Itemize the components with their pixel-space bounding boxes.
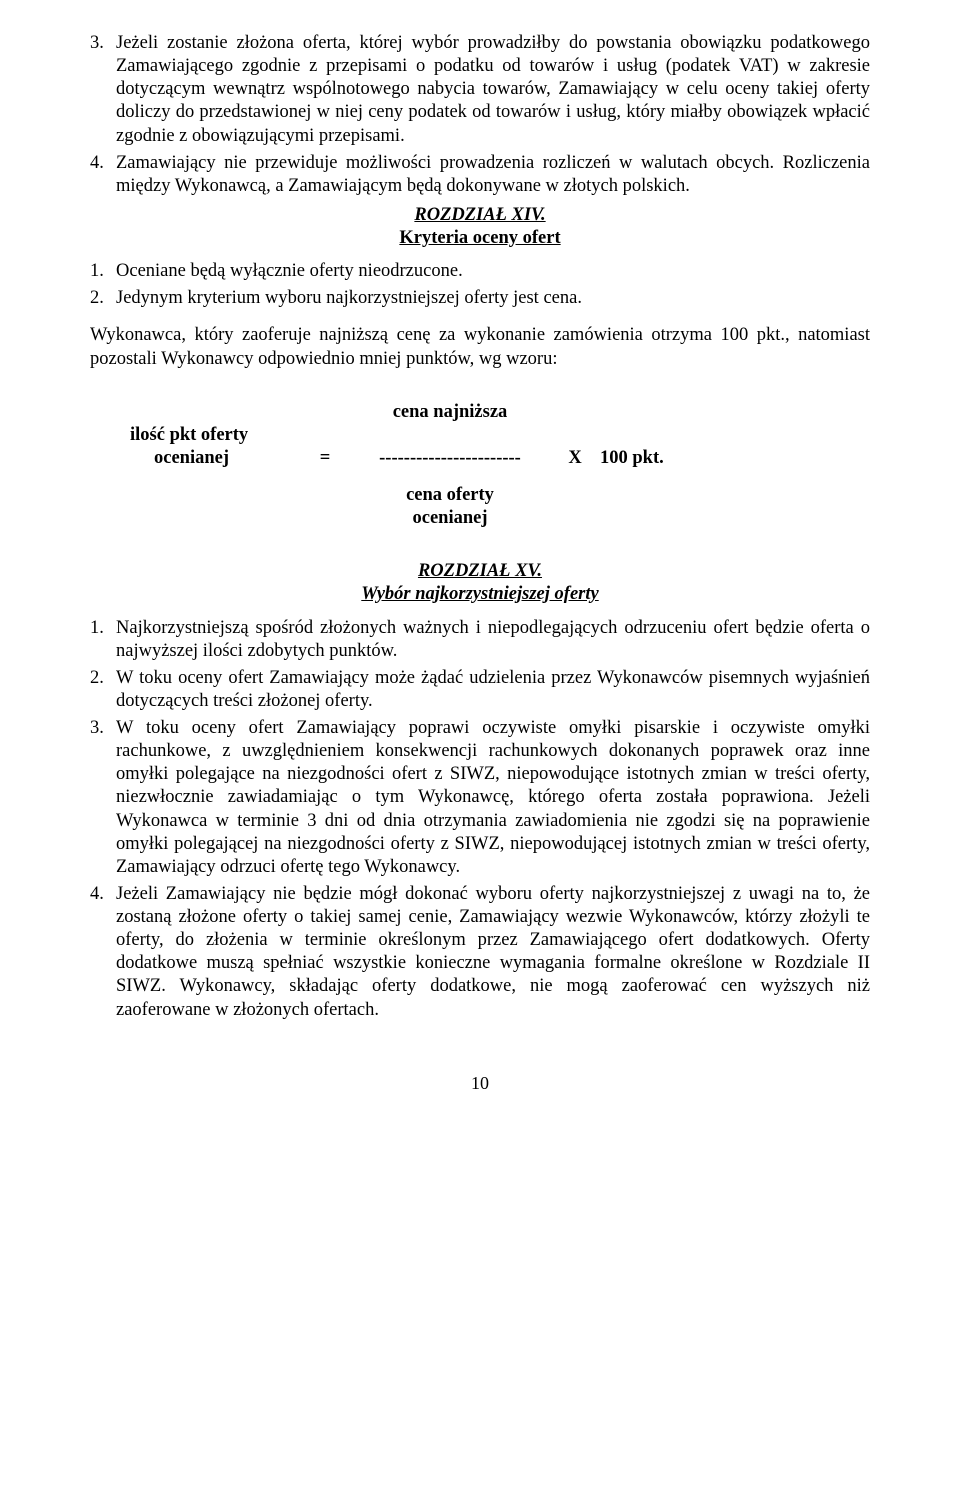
formula-x: X (550, 447, 600, 470)
formula-block: cena najniższa ilość pkt oferty oceniane… (90, 401, 870, 531)
item-text: Najkorzystniejszą spośród złożonych ważn… (116, 617, 870, 663)
item-number: 4. (90, 152, 116, 198)
paragraph-block-4: 1. Najkorzystniejszą spośród złożonych w… (90, 617, 870, 1022)
list-item: 1. Najkorzystniejszą spośród złożonych w… (90, 617, 870, 663)
formula-right: 100 pkt. (600, 447, 720, 470)
paragraph-3: Wykonawca, który zaoferuje najniższą cen… (90, 324, 870, 370)
list-item: 1. Oceniane będą wyłącznie oferty nieodr… (90, 260, 870, 283)
item-text: Jeżeli zostanie złożona oferta, której w… (116, 32, 870, 148)
formula-top-row: cena najniższa (90, 401, 870, 424)
formula-left1: ilość pkt oferty (90, 424, 300, 447)
item-text: Oceniane będą wyłącznie oferty nieodrzuc… (116, 260, 870, 283)
formula-bottom-row-1: cena oferty (90, 484, 870, 507)
formula-eq: = (300, 447, 350, 470)
page-number: 10 (90, 1072, 870, 1095)
list-item: 4. Zamawiający nie przewiduje możliwości… (90, 152, 870, 198)
list-item: 4. Jeżeli Zamawiający nie będzie mógł do… (90, 883, 870, 1022)
item-number: 3. (90, 717, 116, 879)
paragraph-block-1: 3. Jeżeli zostanie złożona oferta, które… (90, 32, 870, 198)
item-text: W toku oceny ofert Zamawiający poprawi o… (116, 717, 870, 879)
item-text: W toku oceny ofert Zamawiający może żąda… (116, 667, 870, 713)
formula-top-mid: cena najniższa (350, 401, 550, 424)
list-item: 3. Jeżeli zostanie złożona oferta, które… (90, 32, 870, 148)
list-item: 2. Jedynym kryterium wyboru najkorzystni… (90, 287, 870, 310)
formula-dashes: ----------------------- (350, 447, 550, 470)
item-text: Jeżeli Zamawiający nie będzie mógł dokon… (116, 883, 870, 1022)
section-title-line1: ROZDZIAŁ XV. (418, 560, 542, 583)
formula-bottom-row-2: ocenianej (90, 507, 870, 530)
section-title-line2: Wybór najkorzystniejszej oferty (361, 583, 598, 606)
item-number: 1. (90, 260, 116, 283)
section-title-line1: ROZDZIAŁ XIV. (414, 204, 545, 227)
list-item: 3. W toku oceny ofert Zamawiający popraw… (90, 717, 870, 879)
formula-main-row: ocenianej = ----------------------- X 10… (90, 447, 870, 470)
formula-bottom-mid1: cena oferty (350, 484, 550, 507)
item-number: 2. (90, 287, 116, 310)
list-item: 2. W toku oceny ofert Zamawiający może ż… (90, 667, 870, 713)
item-text: Jedynym kryterium wyboru najkorzystniejs… (116, 287, 870, 310)
item-number: 3. (90, 32, 116, 148)
section-title-line2: Kryteria oceny ofert (399, 227, 560, 250)
formula-bottom-mid2: ocenianej (350, 507, 550, 530)
section-15-heading: ROZDZIAŁ XV. Wybór najkorzystniejszej of… (90, 560, 870, 606)
formula-left2: ocenianej (90, 447, 300, 470)
item-number: 4. (90, 883, 116, 1022)
item-number: 2. (90, 667, 116, 713)
item-text: Zamawiający nie przewiduje możliwości pr… (116, 152, 870, 198)
item-number: 1. (90, 617, 116, 663)
section-14-heading: ROZDZIAŁ XIV. Kryteria oceny ofert (90, 204, 870, 250)
paragraph-block-2: 1. Oceniane będą wyłącznie oferty nieodr… (90, 260, 870, 310)
formula-left-label-1: ilość pkt oferty (90, 424, 870, 447)
